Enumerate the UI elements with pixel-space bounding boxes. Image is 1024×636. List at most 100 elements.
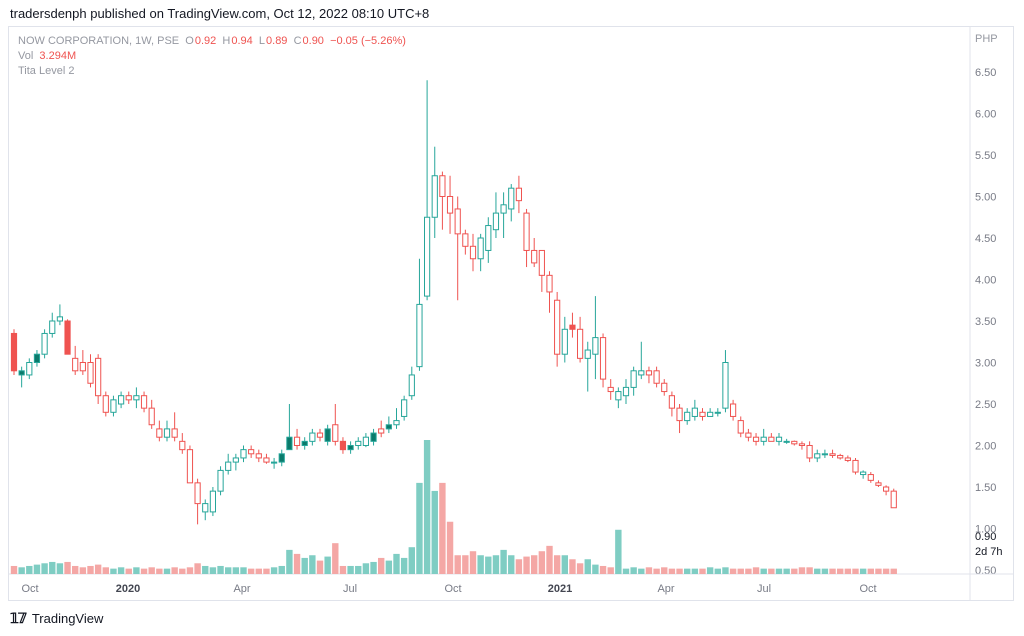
volume-bar — [699, 568, 706, 574]
y-tick-label: 2.00 — [975, 441, 996, 453]
candle-body — [454, 208, 461, 235]
candle-body — [140, 395, 148, 409]
footer-brand[interactable]: 𝟙𝟟 TradingView — [10, 610, 103, 627]
volume-bar — [745, 568, 752, 574]
candle-body — [829, 453, 836, 456]
volume-bar — [485, 556, 492, 574]
candle-body — [653, 370, 660, 384]
volume-bar — [56, 563, 64, 574]
candle-body — [730, 403, 737, 417]
candle-body — [301, 440, 308, 447]
candle-body — [370, 432, 377, 442]
volume-bar — [798, 567, 806, 574]
x-tick-label: Apr — [657, 583, 674, 595]
candle-body — [18, 370, 25, 376]
volume-value: 3.294M — [39, 50, 77, 62]
candle-body — [225, 461, 232, 471]
indicator-label[interactable]: Tita Level 2 — [18, 65, 75, 77]
candle-body — [56, 316, 63, 322]
candle-body — [179, 440, 186, 451]
volume-bar — [316, 560, 324, 574]
volume-bar — [653, 568, 660, 574]
y-tick-label: 5.00 — [975, 192, 996, 204]
volume-bar — [102, 567, 109, 574]
candle-body — [783, 440, 790, 443]
volume-bar — [454, 555, 461, 574]
volume-bar — [531, 555, 538, 574]
candle-body — [163, 428, 171, 438]
last-price-label: 0.90 — [975, 531, 996, 543]
candle-body — [814, 453, 821, 459]
candle-body — [722, 362, 729, 409]
volume-label[interactable]: Vol — [18, 50, 34, 62]
volume-bar — [576, 563, 584, 574]
volume-bar — [355, 565, 362, 574]
symbol-label[interactable]: NOW CORPORATION, 1W, PSE — [18, 35, 180, 47]
candle-body — [622, 386, 630, 397]
x-tick-label: Jul — [757, 583, 771, 595]
volume-bar — [423, 440, 431, 574]
volume-bar — [890, 568, 897, 574]
tradingview-logo-icon: 𝟙𝟟 — [10, 610, 27, 626]
volume-bar — [286, 549, 293, 574]
x-tick-label: 2020 — [116, 583, 140, 595]
volume-bar — [729, 568, 737, 574]
volume-bar — [592, 564, 599, 574]
volume-bar — [668, 568, 676, 574]
candle-body — [638, 370, 645, 376]
volume-bar — [240, 567, 247, 574]
candle-body — [485, 225, 492, 251]
y-tick-label: 0.50 — [975, 565, 996, 577]
volume-bar — [255, 568, 262, 574]
candle-body — [416, 303, 423, 368]
candle-body — [737, 420, 744, 434]
volume-bar — [87, 565, 94, 574]
volume-bar — [370, 561, 377, 574]
candle-body — [332, 424, 339, 442]
candle-body — [561, 328, 568, 355]
x-tick-label: 2021 — [548, 583, 572, 595]
volume-bar — [829, 568, 836, 574]
candle-body — [194, 482, 201, 505]
open-label: O — [185, 35, 194, 47]
candle-body — [569, 324, 576, 330]
candle-body — [248, 449, 255, 455]
volume-bar — [293, 553, 301, 574]
publisher-line: tradersdenph published on TradingView.co… — [10, 6, 430, 21]
volume-bar — [599, 565, 607, 574]
volume-bar — [209, 567, 217, 574]
volume-bar — [806, 567, 813, 574]
candle-body — [469, 245, 477, 260]
y-tick-label: 1.00 — [975, 524, 996, 536]
candle-body — [49, 320, 56, 334]
volume-bar — [691, 568, 699, 574]
close-label: C — [293, 35, 302, 47]
volume-bar — [837, 568, 844, 574]
volume-bar — [814, 568, 821, 574]
volume-bar — [232, 567, 240, 574]
candle-body — [668, 395, 675, 409]
x-tick-label: Oct — [859, 583, 876, 595]
volume-bar — [18, 567, 25, 574]
candle-body — [110, 399, 117, 413]
candle-body — [362, 436, 369, 447]
candle-body — [217, 469, 224, 492]
y-tick-label: 6.50 — [975, 67, 996, 79]
candle-body — [630, 370, 637, 388]
candle-body — [875, 482, 882, 486]
volume-bar — [26, 565, 33, 574]
volume-bar — [263, 568, 270, 574]
candle-body — [87, 362, 94, 384]
volume-bar — [500, 549, 507, 574]
candle-body — [171, 428, 178, 438]
y-tick-label: 6.00 — [975, 109, 996, 121]
candle-body — [684, 411, 691, 422]
volume-bar — [752, 567, 760, 574]
volume-bar — [630, 567, 637, 574]
candle-body — [768, 436, 775, 442]
candle-body — [148, 407, 155, 426]
candle-body — [837, 454, 844, 459]
candle-body — [584, 349, 591, 359]
volume-bar — [844, 568, 852, 574]
